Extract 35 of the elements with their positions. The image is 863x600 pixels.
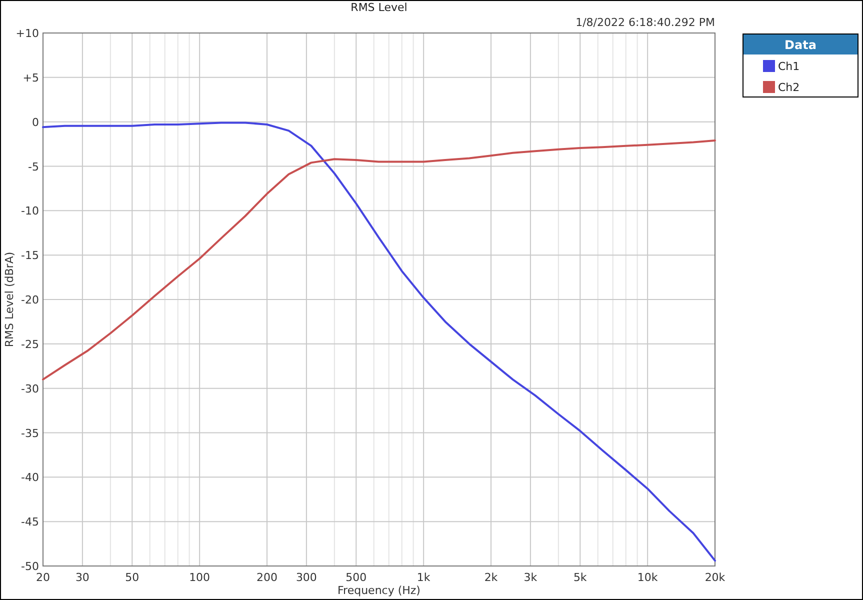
text: 1/8/2022 6:18:40.292 PM — [576, 16, 715, 29]
y-tick-label: -10 — [21, 204, 39, 218]
x-tick-label: 20k — [704, 571, 726, 584]
y-tick-label: -30 — [21, 382, 39, 396]
line-series — [42, 139, 716, 380]
y-tick-label: -20 — [21, 294, 39, 306]
x-tick-label: 20 — [36, 571, 50, 584]
y-tick-label: -50 — [21, 560, 39, 573]
y-tick-label: +10 — [16, 27, 39, 40]
x-tick-label: 500 — [346, 571, 367, 584]
legend-title: Data — [784, 38, 816, 52]
x-tick-label: 300 — [296, 571, 317, 584]
y-tick-label: -35 — [21, 426, 39, 440]
legend-label: Ch1 — [778, 60, 800, 73]
chart-title: RMS Level — [350, 1, 408, 14]
x-tick-label: 200 — [256, 571, 278, 584]
y-tick-label: +5 — [22, 71, 39, 84]
y-tick-label: -5 — [28, 160, 39, 174]
x-tick-label: 100 — [189, 571, 210, 584]
x-tick-label: 5k — [573, 571, 588, 584]
x-axis-title: Frequency (Hz) — [338, 584, 420, 597]
y-axis-title: RMS Level (dBrA) — [3, 252, 16, 348]
x-tick-label: 50 — [125, 571, 140, 584]
x-tick-label: 1k — [416, 571, 431, 584]
y-tick-label: -15 — [21, 249, 39, 262]
y-tick-label: -25 — [21, 338, 39, 351]
x-tick-label: 30 — [75, 571, 90, 584]
y-tick-label: -40 — [21, 471, 39, 484]
x-tick-label: 10k — [637, 571, 658, 584]
x-tick-label: 3k — [524, 571, 538, 584]
x-tick-label: 2k — [484, 571, 498, 584]
legend-label: Ch2 — [778, 81, 800, 94]
y-tick-label: -45 — [21, 516, 39, 529]
line-series — [42, 122, 716, 562]
y-tick-label: 0 — [32, 116, 39, 129]
